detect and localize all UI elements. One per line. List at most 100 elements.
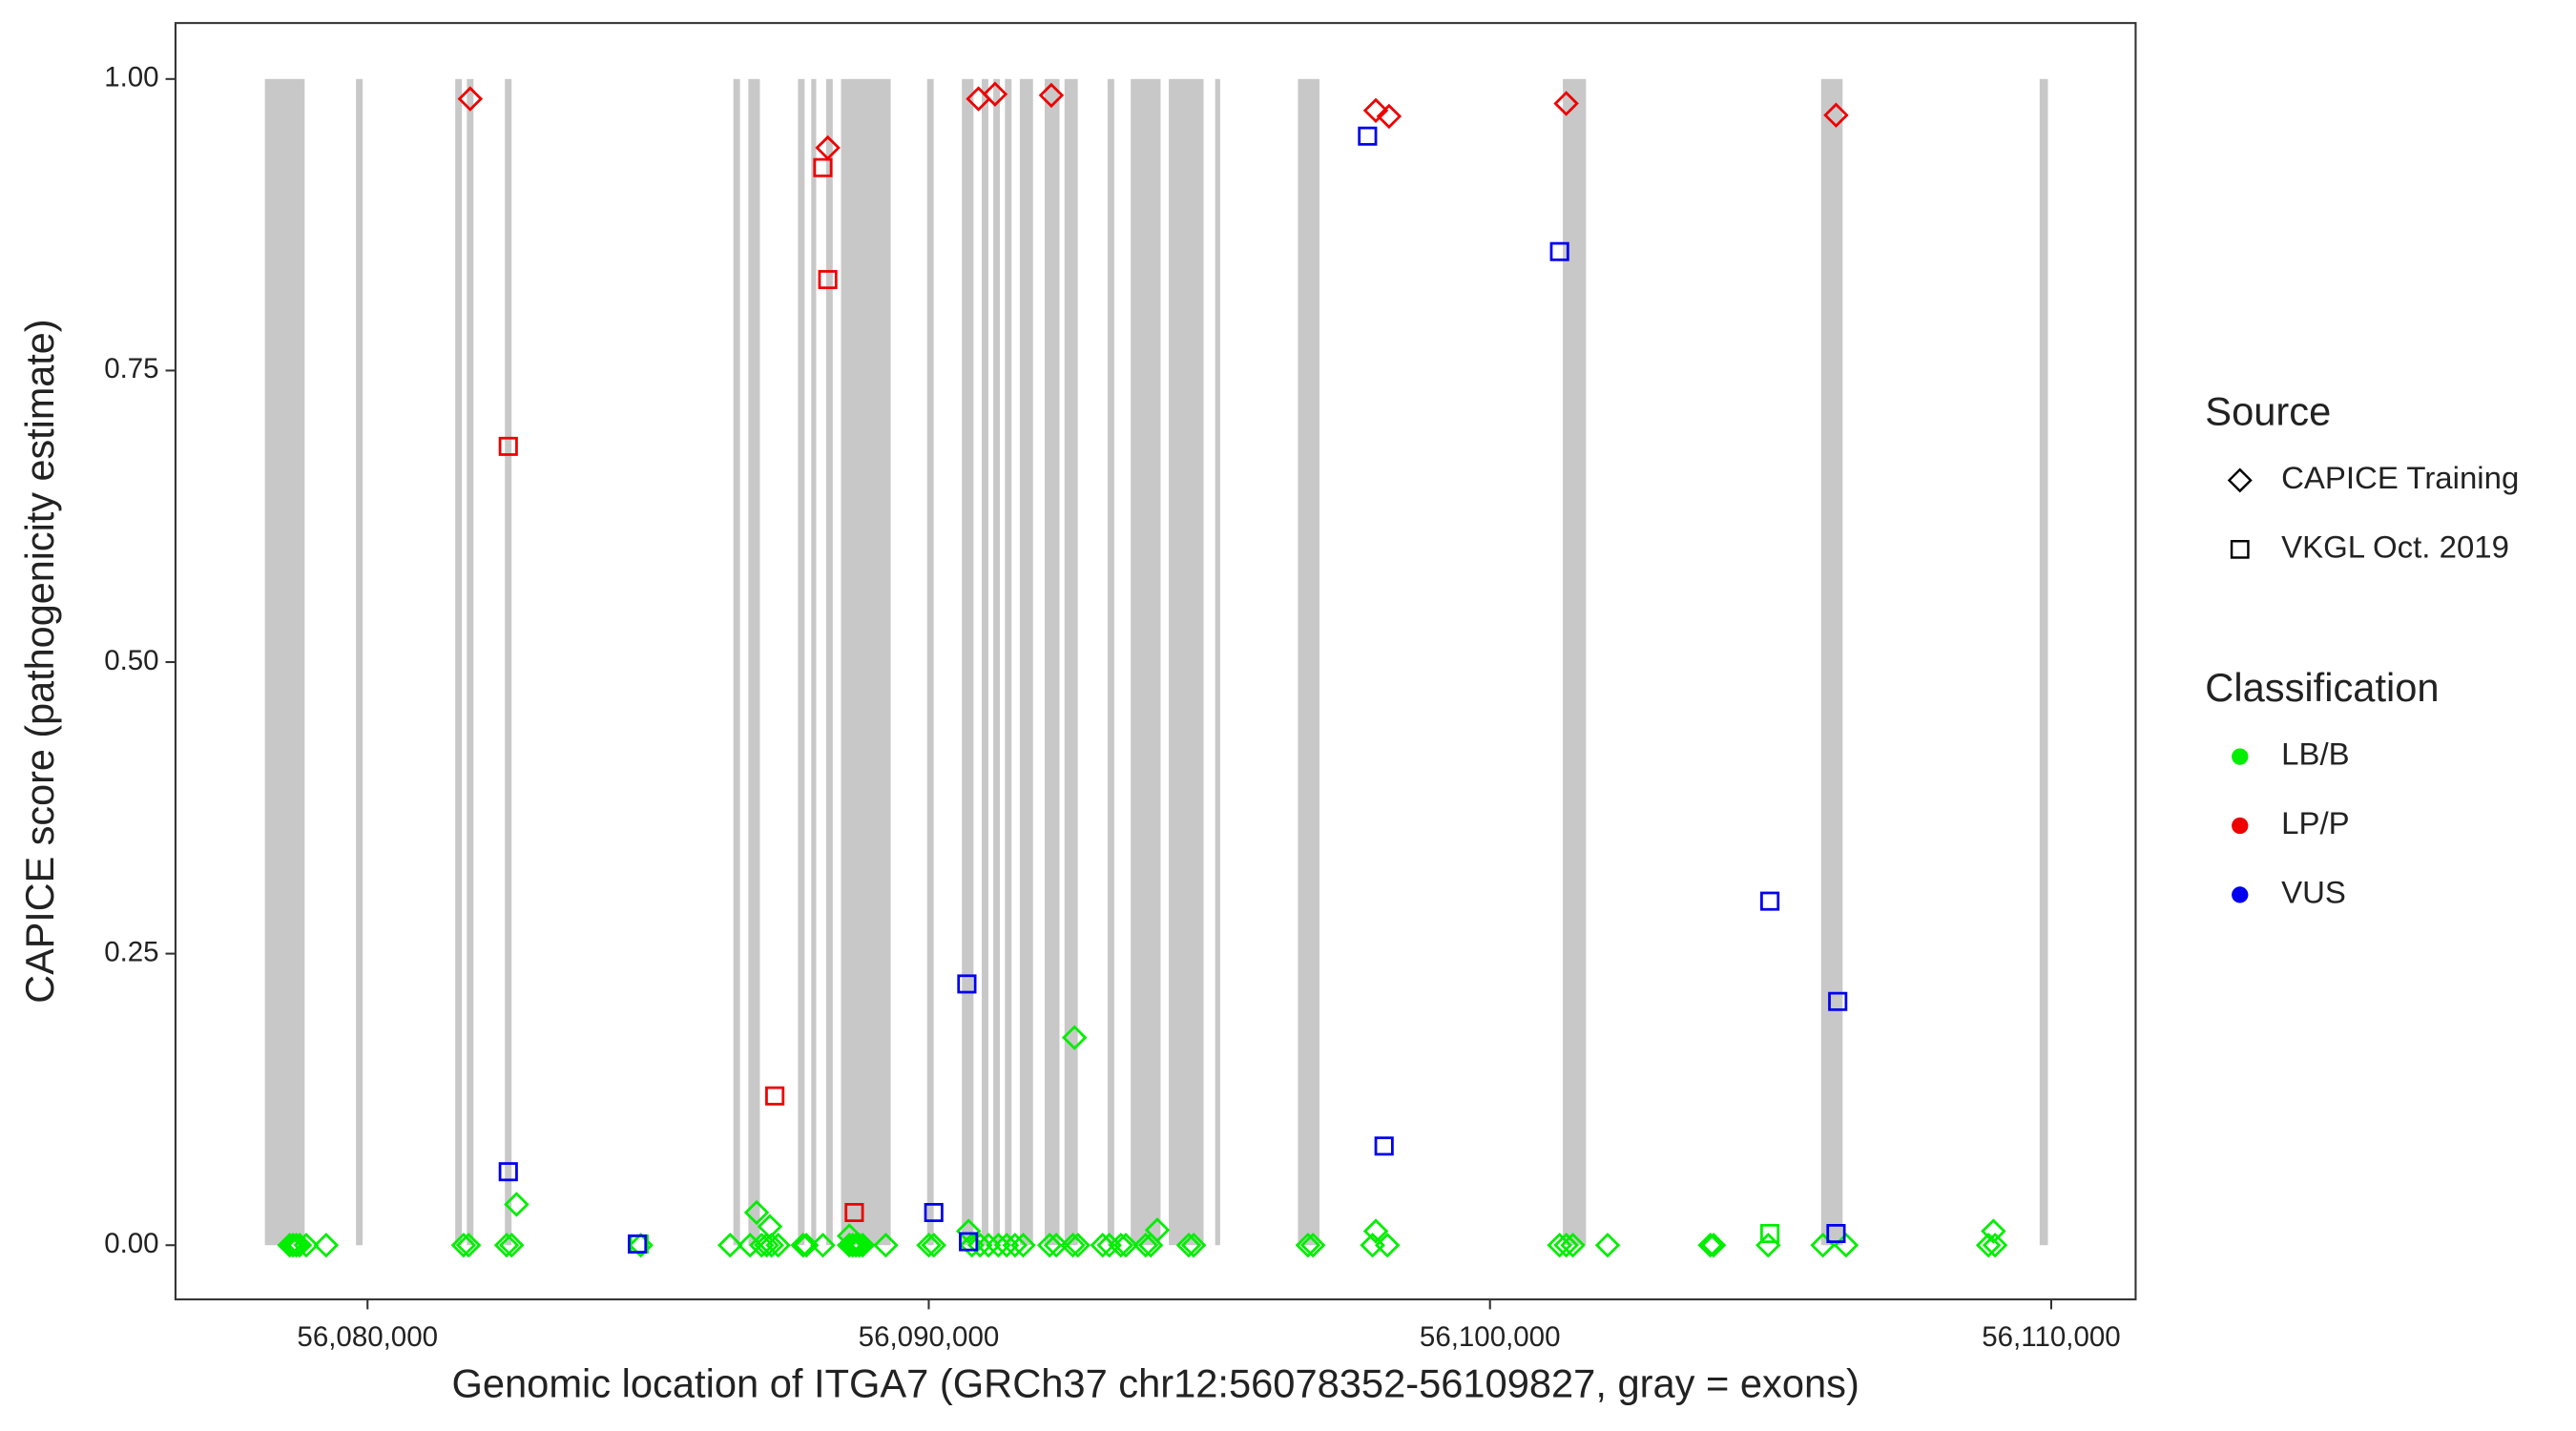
point [1362, 1218, 1389, 1244]
legend-label: CAPICE Training [2281, 460, 2519, 495]
point [846, 1233, 872, 1258]
point [1828, 991, 1848, 1011]
legend-key [2232, 817, 2249, 835]
point [283, 1233, 309, 1258]
legend-key [2232, 748, 2249, 765]
x-tick-label: 56,080,000 [297, 1321, 438, 1353]
point [743, 1199, 770, 1226]
point [810, 1233, 836, 1258]
point [1175, 1233, 1202, 1258]
point [457, 86, 484, 112]
point [986, 1233, 1011, 1258]
exon [356, 78, 364, 1246]
point [1358, 126, 1378, 146]
point [1038, 82, 1065, 109]
exon [962, 78, 974, 1246]
point [627, 1234, 648, 1255]
y-tick-label: 0.50 [104, 645, 158, 676]
point [498, 1162, 518, 1182]
point [493, 1233, 520, 1258]
point [293, 1233, 320, 1258]
point [1036, 1233, 1063, 1258]
x-tick-label: 56,110,000 [1982, 1321, 2120, 1353]
legend-key [2227, 467, 2253, 493]
point [1060, 1233, 1086, 1258]
point [1760, 1224, 1780, 1244]
point [758, 1233, 784, 1258]
point [1374, 1136, 1394, 1156]
exon [1298, 78, 1320, 1246]
point [813, 157, 833, 177]
exon [825, 78, 833, 1246]
exon [798, 78, 805, 1246]
legend-label: LB/B [2281, 736, 2349, 772]
point [1760, 891, 1780, 911]
point [717, 1233, 743, 1258]
point [1180, 1233, 1207, 1258]
point [1108, 1233, 1134, 1258]
point [844, 1202, 864, 1222]
point [967, 1233, 993, 1258]
y-tick-label: 0.00 [104, 1228, 158, 1259]
exon [811, 78, 817, 1246]
point [916, 1233, 942, 1258]
point [455, 1233, 482, 1258]
point [1362, 97, 1389, 123]
exon [841, 78, 891, 1246]
point [1700, 1233, 1727, 1258]
exon [748, 78, 760, 1246]
point [1132, 1233, 1159, 1258]
plot-border [174, 22, 2137, 1301]
point [982, 81, 1008, 107]
exon [1005, 78, 1012, 1246]
legend-title: Classification [2205, 665, 2439, 710]
point [1823, 102, 1849, 128]
point [1975, 1233, 2002, 1258]
point [924, 1202, 944, 1222]
y-axis-title: CAPICE score (pathogenicity estimate) [17, 319, 62, 1003]
point [765, 1086, 785, 1106]
point [1826, 1224, 1846, 1244]
point [959, 1233, 985, 1258]
point [1295, 1233, 1321, 1258]
legend-key [2232, 886, 2249, 903]
exon [1820, 78, 1843, 1246]
point [765, 1233, 791, 1258]
exon [982, 78, 988, 1246]
point [1010, 1233, 1036, 1258]
exon [926, 78, 934, 1246]
y-tick-label: 0.75 [104, 353, 158, 384]
exon [1215, 78, 1220, 1246]
point [754, 1233, 779, 1258]
point [1065, 1233, 1091, 1258]
point [737, 1233, 763, 1258]
exon [455, 78, 463, 1246]
y-tick-label: 0.25 [104, 936, 158, 967]
point [1560, 1233, 1586, 1258]
x-axis-title: Genomic location of ITGA7 (GRCh37 chr12:… [452, 1361, 1859, 1406]
point [873, 1233, 899, 1258]
point [1982, 1233, 2008, 1258]
point [1374, 1233, 1401, 1258]
legend-label: VUS [2281, 875, 2346, 910]
point [757, 1213, 783, 1239]
x-tick-label: 56,090,000 [859, 1321, 1000, 1353]
point [1553, 1233, 1579, 1258]
point [818, 270, 838, 290]
point [1002, 1233, 1028, 1258]
exon [264, 78, 305, 1246]
point [1144, 1217, 1171, 1243]
point [842, 1233, 869, 1258]
exon [733, 78, 740, 1246]
point [921, 1233, 946, 1258]
point [1096, 1233, 1122, 1258]
x-tick-label: 56,100,000 [1420, 1321, 1561, 1353]
legend-label: LP/P [2281, 805, 2349, 840]
point [957, 974, 977, 994]
exon [2039, 78, 2048, 1246]
point [286, 1233, 313, 1258]
legend-title: Source [2205, 389, 2331, 434]
